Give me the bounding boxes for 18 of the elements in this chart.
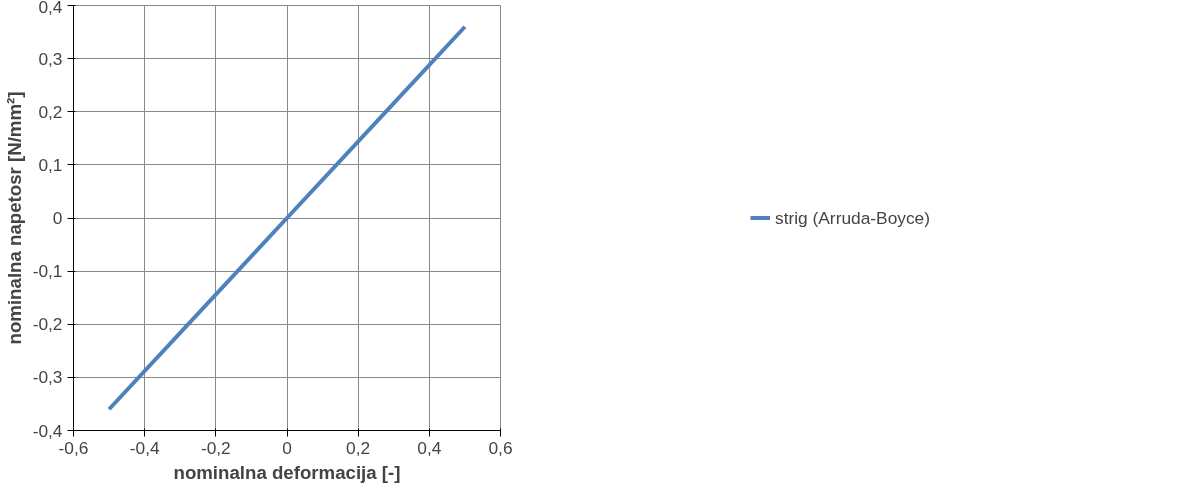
y-tick-label: 0,3	[38, 48, 63, 69]
y-tick-label: 0,1	[38, 154, 63, 175]
y-tick-label: -0,2	[32, 314, 63, 335]
y-tick-label: -0,3	[32, 367, 63, 388]
x-tick-label: -0,4	[129, 437, 160, 458]
x-tick-label: 0,6	[488, 437, 513, 458]
x-axis-title: nominalna deformacija [-]	[173, 461, 401, 483]
y-tick-label: 0,2	[38, 101, 63, 122]
x-tick-label: 0	[282, 437, 292, 458]
legend-label: strig (Arruda-Boyce)	[774, 207, 931, 228]
y-tick-label: 0,4	[38, 0, 63, 17]
x-tick-label: 0,2	[346, 437, 371, 458]
x-tick-label: 0,4	[417, 437, 442, 458]
y-tick-label: 0	[52, 208, 63, 228]
y-axis-title: nominalna napetosr [N/mm²]	[3, 91, 25, 345]
x-tick-label: -0,2	[200, 437, 231, 458]
y-tick-label: -0,1	[32, 261, 63, 282]
line-series	[107, 24, 467, 412]
